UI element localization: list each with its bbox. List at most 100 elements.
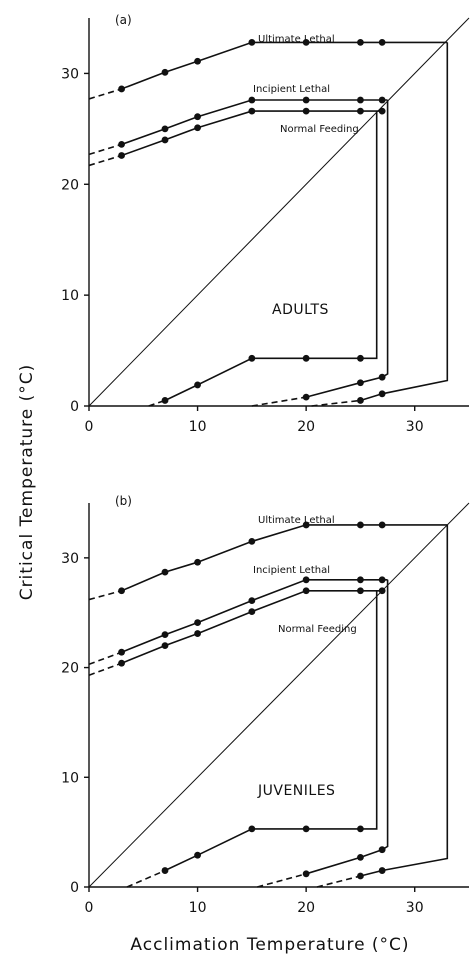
data-point-a-0-4 [302, 38, 310, 46]
curve-line-b-2 [121, 590, 383, 664]
curve-line-b-1 [121, 579, 388, 653]
data-point-b-4-1 [357, 853, 364, 861]
data-point-b-3-1 [194, 851, 201, 859]
curve-extrapolation-b-2 [88, 662, 122, 677]
curve-extrapolation-a-4 [251, 396, 307, 407]
data-point-b-1-6 [378, 576, 386, 584]
data-point-b-2-1 [161, 642, 169, 650]
data-point-a-3-3 [302, 354, 310, 362]
data-point-a-0-1 [161, 68, 169, 76]
group-label-adults: ADULTS [272, 302, 329, 318]
data-point-a-2-0 [118, 152, 125, 159]
data-point-a-1-5 [357, 96, 364, 104]
data-point-b-3-2 [248, 825, 256, 833]
x-axis-title: Acclimation Temperature (°C) [130, 935, 409, 955]
data-point-a-1-2 [194, 113, 201, 121]
data-point-a-4-1 [357, 379, 364, 387]
group-label-juveniles: JUVENILES [257, 783, 335, 799]
data-point-a-0-2 [194, 57, 201, 65]
data-point-a-1-0 [118, 140, 125, 148]
data-point-a-1-3 [248, 96, 256, 104]
data-point-b-0-6 [378, 521, 386, 529]
data-point-b-2-0 [118, 659, 125, 667]
panel-label-b: (b) [115, 494, 132, 508]
curve-line-a-2 [121, 110, 383, 157]
data-point-b-2-2 [194, 630, 201, 637]
data-point-b-4-0 [302, 870, 310, 878]
y-tick-label-b-30: 30 [61, 551, 79, 567]
diagonal-line-a [88, 17, 470, 407]
data-point-b-2-4 [302, 587, 310, 595]
data-point-b-2-5 [357, 587, 364, 595]
data-point-b-1-3 [248, 597, 256, 605]
data-point-a-3-1 [194, 381, 201, 389]
data-point-a-2-3 [248, 107, 256, 115]
curve-label-ultimate-b: Ultimate Lethal [258, 515, 335, 526]
data-point-b-5-1 [378, 867, 386, 874]
data-point-a-5-1 [378, 390, 386, 398]
data-point-a-2-4 [302, 107, 310, 115]
x-tick-label-b-30: 30 [406, 900, 424, 916]
data-point-a-0-0 [118, 85, 125, 93]
curve-extrapolation-b-4 [257, 873, 307, 888]
y-tick-label-b-0: 0 [70, 880, 79, 896]
curve-extrapolation-a-5 [311, 399, 361, 407]
data-point-a-0-5 [357, 38, 364, 46]
data-point-b-0-1 [161, 568, 169, 576]
data-point-b-0-0 [118, 587, 125, 595]
x-tick-label-b-20: 20 [297, 900, 315, 916]
y-tick-label-a-20: 20 [61, 177, 79, 193]
data-point-a-2-5 [357, 107, 364, 115]
data-point-a-2-6 [378, 107, 386, 115]
curve-line-a-5 [360, 42, 449, 402]
data-point-a-1-4 [302, 96, 310, 104]
data-point-a-0-6 [378, 38, 386, 46]
data-point-a-2-1 [161, 136, 169, 144]
curve-extrapolation-a-0 [88, 88, 122, 100]
panel-a: 0 10 20 30 0 10 20 30 (a) Ultimate Lethal Incip… [61, 13, 470, 435]
data-point-b-0-3 [248, 538, 256, 545]
curve-extrapolation-a-2 [88, 154, 122, 167]
data-point-a-3-0 [161, 397, 169, 404]
data-point-b-1-2 [194, 619, 201, 626]
data-point-a-5-0 [357, 397, 364, 404]
data-point-a-3-2 [248, 354, 256, 362]
data-point-b-1-4 [302, 576, 310, 584]
curve-label-incipient-a: Incipient Lethal [253, 84, 330, 95]
data-point-b-1-1 [161, 631, 169, 639]
diagonal-line-b [88, 502, 470, 888]
curve-extrapolation-b-1 [88, 651, 122, 666]
data-point-b-0-4 [302, 521, 310, 529]
data-point-b-1-0 [118, 648, 125, 656]
data-point-b-2-3 [248, 608, 256, 616]
data-point-a-3-4 [357, 354, 364, 362]
curve-line-a-3 [164, 111, 378, 402]
data-point-b-4-2 [378, 846, 386, 854]
data-point-b-2-6 [378, 587, 386, 595]
curve-line-b-5 [360, 524, 449, 877]
curve-line-a-1 [121, 99, 388, 146]
x-tick-label-a-10: 10 [189, 419, 207, 435]
data-point-a-1-1 [161, 125, 169, 133]
x-tick-label-a-0: 0 [85, 419, 94, 435]
curve-label-incipient-b: Incipient Lethal [253, 565, 330, 576]
y-tick-label-b-20: 20 [61, 661, 79, 677]
curve-label-ultimate-a: Ultimate Lethal [258, 34, 335, 45]
data-point-b-3-4 [357, 825, 364, 833]
data-point-a-0-3 [248, 38, 256, 46]
x-tick-label-b-0: 0 [85, 900, 94, 916]
y-axis-title: Critical Temperature (°C) [17, 364, 37, 601]
panel-b: 0 10 20 30 0 10 20 30 (b) Ultimate Lethal Incip… [61, 494, 470, 916]
data-point-a-2-2 [194, 124, 201, 132]
curve-line-b-0 [121, 524, 448, 592]
data-point-a-4-0 [302, 393, 310, 401]
curve-extrapolation-b-3 [126, 869, 166, 888]
x-tick-label-a-20: 20 [297, 419, 315, 435]
curve-line-a-0 [121, 41, 448, 90]
data-point-a-4-2 [378, 373, 386, 381]
curve-line-a-4 [305, 100, 389, 398]
data-point-a-1-6 [378, 96, 386, 104]
panel-label-a: (a) [115, 13, 132, 27]
curve-label-feeding-b: Normal Feeding [278, 624, 357, 635]
